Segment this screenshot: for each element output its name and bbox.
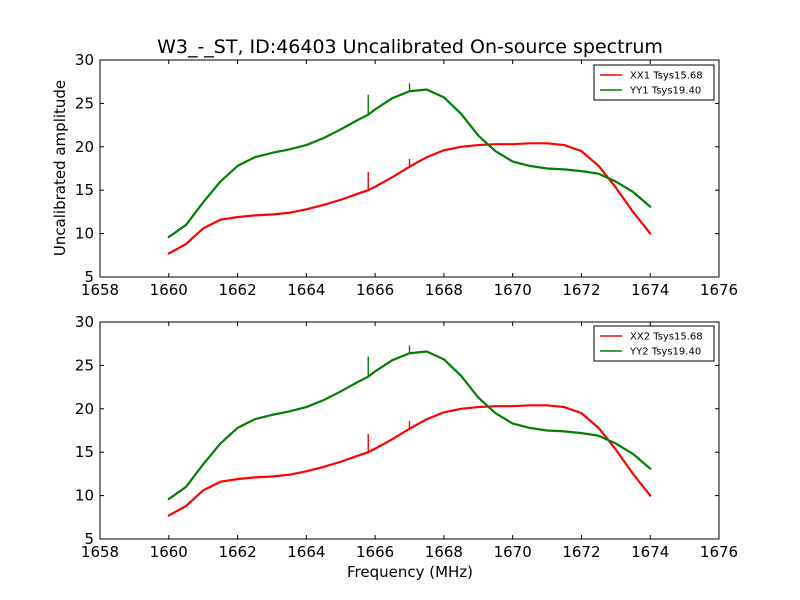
x-tick-label: 1674 [631, 281, 669, 299]
x-tick-label: 1664 [287, 281, 325, 299]
y-tick-label: 10 [75, 225, 94, 243]
x-tick-label: 1676 [700, 281, 738, 299]
x-tick-label: 1662 [218, 281, 256, 299]
legend: XX1 Tsys15.68 YY1 Tsys19.40 [593, 64, 715, 101]
x-tick-label: 1660 [150, 543, 188, 561]
x-tick-label: 1662 [218, 543, 256, 561]
x-tick-label: 1668 [425, 281, 463, 299]
x-tick-label: 1670 [494, 281, 532, 299]
x-tick-label: 1666 [356, 543, 394, 561]
y-tick-label: 15 [75, 443, 94, 461]
top-plot-panel: 1658 1660 1662 1664 1666 1668 1670 1672 1674 1676… [75, 51, 738, 299]
y-tick-label: 30 [75, 313, 94, 331]
legend-box [593, 64, 715, 101]
y-tick-label: 25 [75, 356, 94, 374]
x-tick-label: 1672 [562, 543, 600, 561]
y-tick-label: 20 [75, 400, 94, 418]
legend: XX2 Tsys15.68 YY2 Tsys19.40 [593, 325, 715, 362]
y-tick-label: 10 [75, 487, 94, 505]
chart-title: W3_-_ST, ID:46403 Uncalibrated On-source… [157, 36, 663, 58]
legend-label-2: YY1 Tsys19.40 [629, 86, 701, 97]
y-tick-label: 30 [75, 51, 94, 69]
y-tick-label: 25 [75, 94, 94, 112]
series-line-2 [167, 88, 652, 239]
y-tick-label: 5 [84, 530, 94, 548]
legend-label-2: YY2 Tsys19.40 [629, 347, 701, 358]
x-tick-label: 1670 [494, 543, 532, 561]
x-axis-title: Frequency (MHz) [347, 563, 473, 581]
bottom-plot-panel: 1658 1660 1662 1664 1666 1668 1670 1672 1674 1676… [75, 313, 738, 561]
series-group [167, 83, 652, 255]
x-tick-label: 1672 [562, 281, 600, 299]
legend-box [593, 325, 715, 362]
legend-label-1: XX1 Tsys15.68 [630, 71, 703, 82]
y-axis-title: Uncalibrated amplitude [51, 80, 69, 256]
x-tick-label: 1676 [700, 543, 738, 561]
x-tick-label: 1658 [81, 281, 119, 299]
x-tick-label: 1664 [287, 543, 325, 561]
series-line-1 [167, 142, 652, 255]
series-line-2 [167, 350, 652, 501]
x-tick-label: 1668 [425, 543, 463, 561]
y-tick-label: 5 [84, 268, 94, 286]
series-line-1 [167, 404, 652, 517]
axes-frame [99, 321, 720, 540]
x-tick-label: 1666 [356, 281, 394, 299]
axes-frame [99, 59, 720, 278]
y-tick-label: 15 [75, 181, 94, 199]
y-tick-label: 20 [75, 138, 94, 156]
x-tick-label: 1674 [631, 543, 669, 561]
x-tick-label: 1658 [81, 543, 119, 561]
series-group [167, 345, 652, 517]
legend-label-1: XX2 Tsys15.68 [630, 332, 703, 343]
x-tick-label: 1660 [150, 281, 188, 299]
